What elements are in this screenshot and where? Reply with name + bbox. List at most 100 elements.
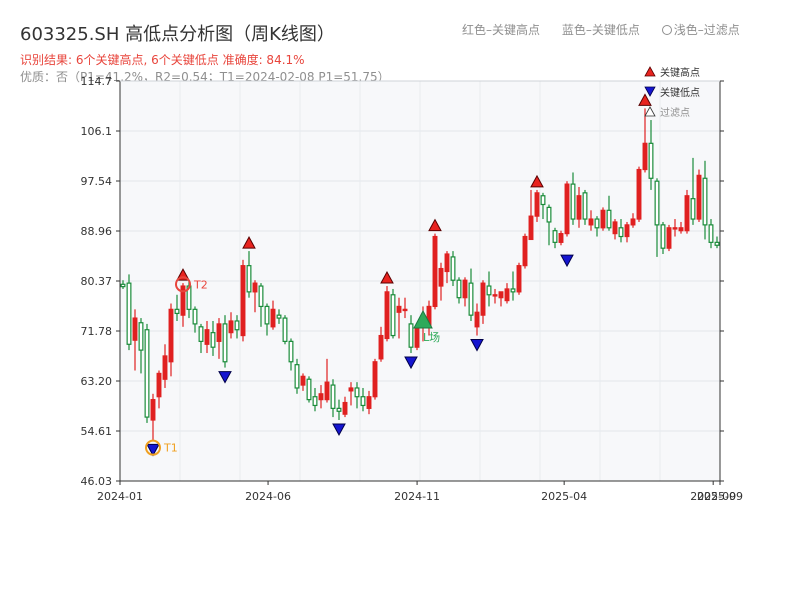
- candle-body: [324, 381, 330, 401]
- key-low-marker: [218, 371, 232, 384]
- t2-label: T2: [193, 278, 208, 291]
- header-legend-light: 浅色–过滤点: [673, 23, 740, 37]
- legend-high-icon: [644, 66, 656, 77]
- candle-body: [654, 180, 660, 226]
- green-marker-label: L场: [423, 330, 440, 344]
- y-tick-label: 106.1: [81, 125, 113, 138]
- candle-body: [468, 282, 474, 316]
- candle-body: [492, 294, 498, 297]
- candle-body: [666, 227, 672, 249]
- candle-body: [342, 401, 348, 415]
- y-tick-label: 97.54: [81, 175, 113, 188]
- candle-body: [282, 317, 288, 342]
- candle-body: [216, 323, 222, 342]
- candle-body: [618, 227, 624, 238]
- candle-body: [588, 218, 594, 226]
- y-tick-label: 46.03: [81, 475, 113, 488]
- candle-body: [192, 308, 198, 325]
- candle-body: [498, 291, 504, 299]
- candle-body: [120, 283, 126, 288]
- candle-body: [396, 305, 402, 313]
- candle-body: [144, 329, 150, 418]
- header-legend: 红色–关键高点 蓝色–关键低点 浅色–过滤点: [462, 21, 758, 38]
- candle-body: [210, 332, 216, 348]
- x-tick-label: 2025-09: [690, 490, 736, 503]
- candle-body: [168, 308, 174, 363]
- candle-body: [414, 326, 420, 348]
- candle-body: [264, 305, 270, 325]
- candle-body: [318, 393, 324, 401]
- y-tick-label: 80.37: [81, 275, 113, 288]
- candle-body: [678, 227, 684, 232]
- candle-body: [222, 323, 228, 363]
- key-low-marker: [560, 254, 574, 268]
- key-high-marker: [380, 270, 394, 284]
- candle-body: [402, 308, 408, 312]
- y-tick-label: 63.20: [81, 375, 113, 388]
- candle-body: [576, 195, 582, 220]
- candle-body: [456, 279, 462, 299]
- candle-body: [138, 322, 144, 351]
- candle-body: [450, 256, 456, 281]
- header-legend-blue: 蓝色–关键低点: [561, 23, 640, 37]
- candle-body: [660, 224, 666, 249]
- candle-body: [480, 282, 486, 316]
- candle-body: [156, 372, 162, 398]
- markers: T1 T2 L场: [145, 93, 652, 457]
- t1-label: T1: [163, 442, 178, 455]
- candle-body: [684, 195, 690, 232]
- candle-body: [150, 399, 156, 421]
- candle-body: [540, 195, 546, 206]
- candle-body: [276, 314, 282, 319]
- candle-body: [558, 233, 564, 243]
- candle-body: [534, 192, 540, 217]
- legend-low-label: 关键低点: [660, 86, 700, 99]
- candle-body: [354, 387, 360, 398]
- key-low-marker: [146, 443, 160, 457]
- legend-low-icon: [644, 86, 656, 97]
- candle-body: [696, 174, 702, 220]
- y-tick-label: 114.7: [81, 75, 113, 88]
- candle-body: [516, 265, 522, 293]
- candle-body: [648, 142, 654, 179]
- candle-body: [612, 221, 618, 235]
- candle-body: [384, 291, 390, 340]
- key-high-marker: [530, 174, 544, 188]
- candle-body: [474, 311, 480, 328]
- candle-body: [546, 206, 552, 223]
- candle-body: [510, 288, 516, 293]
- candle-body: [198, 326, 204, 342]
- candle-body: [600, 209, 606, 229]
- candle-body: [672, 227, 678, 230]
- candle-body: [522, 235, 528, 267]
- y-tick-label: 88.96: [81, 225, 113, 238]
- y-tick-label: 54.61: [81, 425, 113, 438]
- candle-body: [462, 279, 468, 299]
- y-tick-label: 71.78: [81, 325, 113, 338]
- key-low-marker: [332, 423, 346, 437]
- candle-body: [126, 282, 132, 345]
- candle-body: [258, 285, 264, 308]
- candle-body: [162, 355, 168, 380]
- legend-filtered-label: 过滤点: [660, 106, 690, 119]
- chart-title: 603325.SH 高低点分析图（周K线图）: [20, 24, 335, 45]
- key-high-marker: [428, 218, 442, 232]
- x-tick-label: 2025-09: [697, 490, 743, 503]
- candle-body: [432, 235, 438, 308]
- header-legend-red: 红色–关键高点: [462, 23, 541, 37]
- candle-body: [300, 375, 306, 386]
- candle-body: [702, 177, 708, 226]
- candle-body: [294, 364, 300, 389]
- candle-body: [204, 329, 210, 345]
- candle-body: [366, 396, 372, 409]
- candle-body: [330, 384, 336, 409]
- candle-body: [234, 320, 240, 331]
- candle-body: [288, 340, 294, 363]
- candle-body: [390, 294, 396, 337]
- candle-body: [228, 320, 234, 334]
- candle-body: [336, 407, 342, 412]
- x-tick-label: 2025-04: [541, 490, 587, 503]
- key-high-marker: [242, 236, 256, 249]
- x-tick-label: 2024-06: [245, 490, 291, 503]
- x-tick-label: 2024-01: [97, 490, 143, 503]
